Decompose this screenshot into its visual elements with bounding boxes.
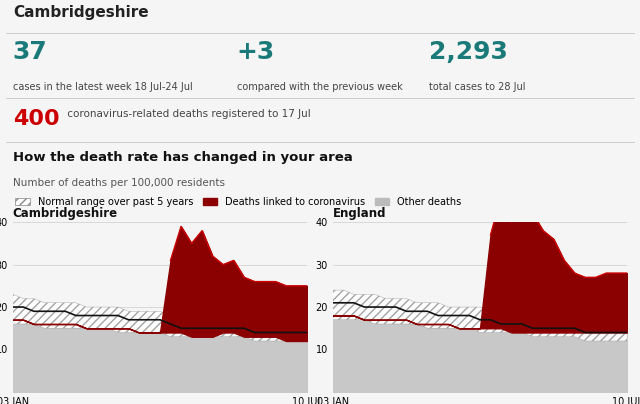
Text: England: England <box>333 206 387 220</box>
Text: Number of deaths per 100,000 residents: Number of deaths per 100,000 residents <box>13 178 225 188</box>
Text: Cambridgeshire: Cambridgeshire <box>13 5 148 21</box>
Text: 400: 400 <box>13 109 60 129</box>
Legend: Normal range over past 5 years, Deaths linked to coronavirus, Other deaths: Normal range over past 5 years, Deaths l… <box>12 193 465 211</box>
Text: Cambridgeshire: Cambridgeshire <box>13 206 118 220</box>
Text: How the death rate has changed in your area: How the death rate has changed in your a… <box>13 151 353 164</box>
Text: total cases to 28 Jul: total cases to 28 Jul <box>429 82 525 92</box>
Text: coronavirus-related deaths registered to 17 Jul: coronavirus-related deaths registered to… <box>64 109 311 119</box>
Text: +3: +3 <box>237 40 275 64</box>
Text: 2,293: 2,293 <box>429 40 508 64</box>
Text: 37: 37 <box>13 40 47 64</box>
Text: cases in the latest week 18 Jul-24 Jul: cases in the latest week 18 Jul-24 Jul <box>13 82 193 92</box>
Text: compared with the previous week: compared with the previous week <box>237 82 403 92</box>
